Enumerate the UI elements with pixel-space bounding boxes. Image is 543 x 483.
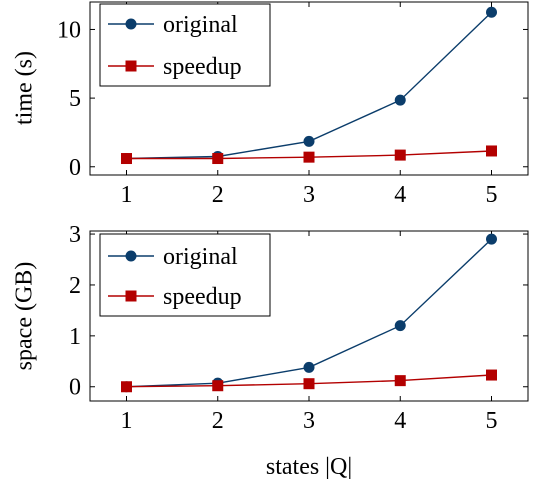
space-legend-label-original: original <box>163 244 238 270</box>
space-x-tick-label: 1 <box>121 408 133 434</box>
space-x-tick-label: 2 <box>212 408 224 434</box>
space-y-tick-label: 1 <box>69 324 81 350</box>
time-legend-label-original: original <box>163 12 238 38</box>
time-point-speedup <box>121 153 132 165</box>
space-y-tick-label: 3 <box>69 222 81 248</box>
time-x-tick-label: 5 <box>486 182 498 208</box>
space-x-tick-label: 5 <box>486 408 498 434</box>
time-x-tick-label: 4 <box>394 182 406 208</box>
time-point-speedup <box>303 151 315 163</box>
space-point-speedup <box>121 381 132 393</box>
time-y-tick-label: 5 <box>69 86 81 112</box>
time-x-tick-label: 2 <box>212 182 224 208</box>
space-legend: original speedup <box>99 233 271 317</box>
space-legend-marker-speedup <box>125 290 137 302</box>
time-x-ticks: 1 2 3 4 5 <box>121 2 498 208</box>
time-y-tick-label: 0 <box>69 155 81 181</box>
time-x-tick-label: 1 <box>121 182 133 208</box>
space-point-speedup <box>394 375 406 387</box>
time-point-original <box>303 135 315 147</box>
space-point-speedup <box>303 378 315 390</box>
time-y-ticks: 0 5 10 <box>57 17 528 181</box>
time-legend-label-speedup: speedup <box>163 54 242 80</box>
time-point-original <box>394 94 406 106</box>
space-point-speedup <box>486 369 497 381</box>
time-legend-marker-original <box>125 18 137 30</box>
time-x-tick-label: 3 <box>303 182 315 208</box>
space-y-tick-label: 2 <box>69 273 81 299</box>
space-point-speedup <box>212 380 224 392</box>
time-y-tick-label: 10 <box>57 17 81 43</box>
space-point-original <box>394 320 406 332</box>
time-point-speedup <box>486 145 497 157</box>
time-point-original <box>486 6 497 18</box>
space-legend-box <box>99 233 271 317</box>
space-legend-marker-original <box>125 250 137 262</box>
space-y-ticks: 0 1 2 3 <box>69 222 528 401</box>
space-point-original <box>303 361 315 373</box>
time-series <box>121 6 497 165</box>
space-x-tick-label: 4 <box>394 408 406 434</box>
time-legend-marker-speedup <box>125 60 137 72</box>
time-point-speedup <box>394 149 406 161</box>
time-legend-box <box>99 3 271 87</box>
space-x-tick-label: 3 <box>303 408 315 434</box>
space-point-original <box>486 233 497 245</box>
time-y-axis-label: time (s) <box>12 51 38 125</box>
time-chart: 1 2 3 4 5 0 5 10 time (s) original speedup <box>12 1 529 208</box>
time-point-speedup <box>212 153 224 165</box>
space-y-tick-label: 0 <box>69 375 81 401</box>
space-y-axis-label: space (GB) <box>12 262 38 371</box>
space-x-axis-label: states |Q| <box>266 454 352 480</box>
space-series <box>121 233 497 393</box>
space-chart: 1 2 3 4 5 0 1 2 3 space (GB) states |Q| origina… <box>12 222 529 480</box>
time-legend: original speedup <box>99 3 271 87</box>
space-legend-label-speedup: speedup <box>163 284 242 310</box>
space-x-ticks: 1 2 3 4 5 <box>121 231 498 434</box>
